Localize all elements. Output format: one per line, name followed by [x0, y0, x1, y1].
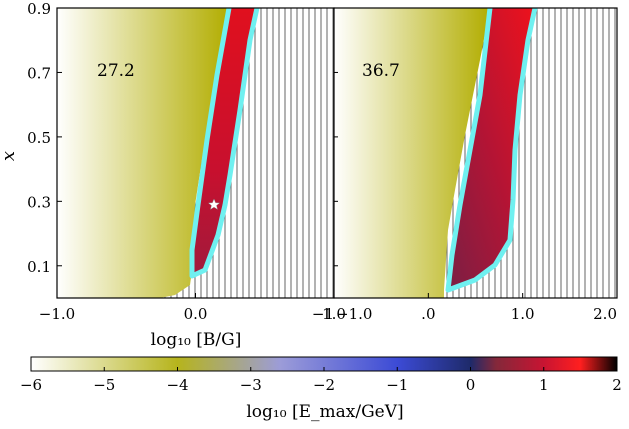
colorbar-tick-label: −6: [20, 376, 42, 394]
left-feasible-region: [192, 8, 257, 276]
right-panel: 36.7: [333, 7, 618, 299]
x-axis-left: −1.0 0.0 1.0−1: [39, 293, 346, 323]
y-tick-label: 0.3: [27, 193, 51, 211]
colorbar: −6 −5 −4 −3 −2 −1 0 1 2 log₁₀ [E_max/GeV]: [20, 356, 622, 422]
x-tick-label: −1.0: [39, 305, 75, 323]
right-feasible-region: [448, 8, 535, 290]
x-tick-label: 1.0: [511, 305, 535, 323]
right-yellow-region: [334, 8, 490, 298]
colorbar-tick-label: −4: [166, 376, 188, 394]
colorbar-ticks: −6 −5 −4 −3 −2 −1 0 1 2: [20, 367, 622, 394]
x-tick-label: .0: [421, 305, 435, 323]
x-tick-label: −1.0: [336, 305, 372, 323]
left-contour: [189, 8, 260, 279]
left-yellow-region: [57, 8, 229, 298]
right-frame: [333, 7, 618, 299]
colorbar-tick-label: −1: [386, 376, 408, 394]
colorbar-tick-label: 2: [612, 376, 622, 394]
colorbar-tick-label: −5: [93, 376, 115, 394]
x-tick-label: 2.0: [593, 305, 617, 323]
left-panel: 27.2: [56, 7, 335, 299]
x-axis-label: log₁₀ [B/G]: [151, 330, 242, 350]
y-axis: x 0.1 0.3 0.5 0.7 0.9: [0, 0, 338, 276]
y-axis-label: x: [0, 151, 19, 161]
y-tick-label: 0.9: [27, 0, 51, 18]
colorbar-tick-label: −3: [240, 376, 262, 394]
x-axis-right: −1.0 .0 1.0 2.0: [333, 293, 618, 323]
right-annotation: 36.7: [362, 61, 400, 81]
left-annotation: 27.2: [97, 61, 135, 81]
y-tick-label: 0.5: [27, 129, 51, 147]
colorbar-label: log₁₀ [E_max/GeV]: [246, 402, 403, 422]
y-tick-label: 0.1: [27, 258, 51, 276]
right-contour: [445, 8, 538, 293]
y-tick-label: 0.7: [27, 64, 51, 82]
colorbar-tick-label: 1: [539, 376, 549, 394]
colorbar-tick-label: 0: [466, 376, 476, 394]
star-marker: [207, 198, 221, 210]
x-tick-label-junction: −1: [312, 305, 334, 323]
x-tick-label: 0.0: [184, 305, 208, 323]
x-tick-label: 1.0: [322, 305, 346, 323]
colorbar-tick-label: −2: [313, 376, 335, 394]
